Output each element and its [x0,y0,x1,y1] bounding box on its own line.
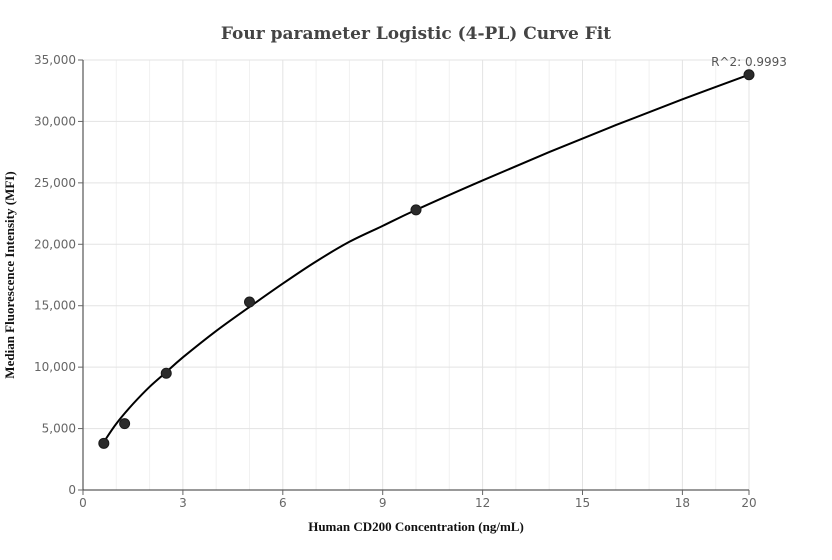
x-tick-label: 15 [575,496,590,510]
y-tick-label: 10,000 [34,360,76,374]
y-tick-label: 30,000 [34,114,76,128]
y-axis-title: Median Fluorescence Intensity (MFI) [2,171,17,378]
data-point [160,367,172,379]
x-tick-label: 12 [475,496,490,510]
data-point [98,437,110,449]
chart-title: Four parameter Logistic (4-PL) Curve Fit [221,24,611,44]
data-points [98,69,755,449]
data-point [119,418,131,430]
y-tick-label: 25,000 [34,176,76,190]
minor-gridlines [115,60,717,490]
data-point [743,69,755,81]
axes [82,60,749,491]
x-axis-title: Human CD200 Concentration (ng/mL) [308,519,524,534]
fit-curve-line [102,73,750,443]
y-tick-label: 0 [68,483,76,497]
data-point [410,204,422,216]
x-tick-label: 6 [279,496,287,510]
y-tick-label: 35,000 [34,53,76,67]
r-squared-annotation: R^2: 0.9993 [711,55,787,69]
x-tick-label: 0 [79,496,87,510]
data-point [244,296,255,308]
major-gridlines [83,59,750,490]
x-tick-label: 3 [179,496,187,510]
x-tick-label: 9 [379,496,387,510]
y-tick-label: 5,000 [42,422,76,436]
y-tick-label: 20,000 [34,237,76,251]
x-tick-label: 18 [675,496,690,510]
tick-labels: 0 3 6 9 12 15 18 20 0 5,000 10,000 15,000 20,000 25,0… [34,53,757,510]
x-tick-label: 20 [741,496,756,510]
y-tick-label: 15,000 [34,299,76,313]
